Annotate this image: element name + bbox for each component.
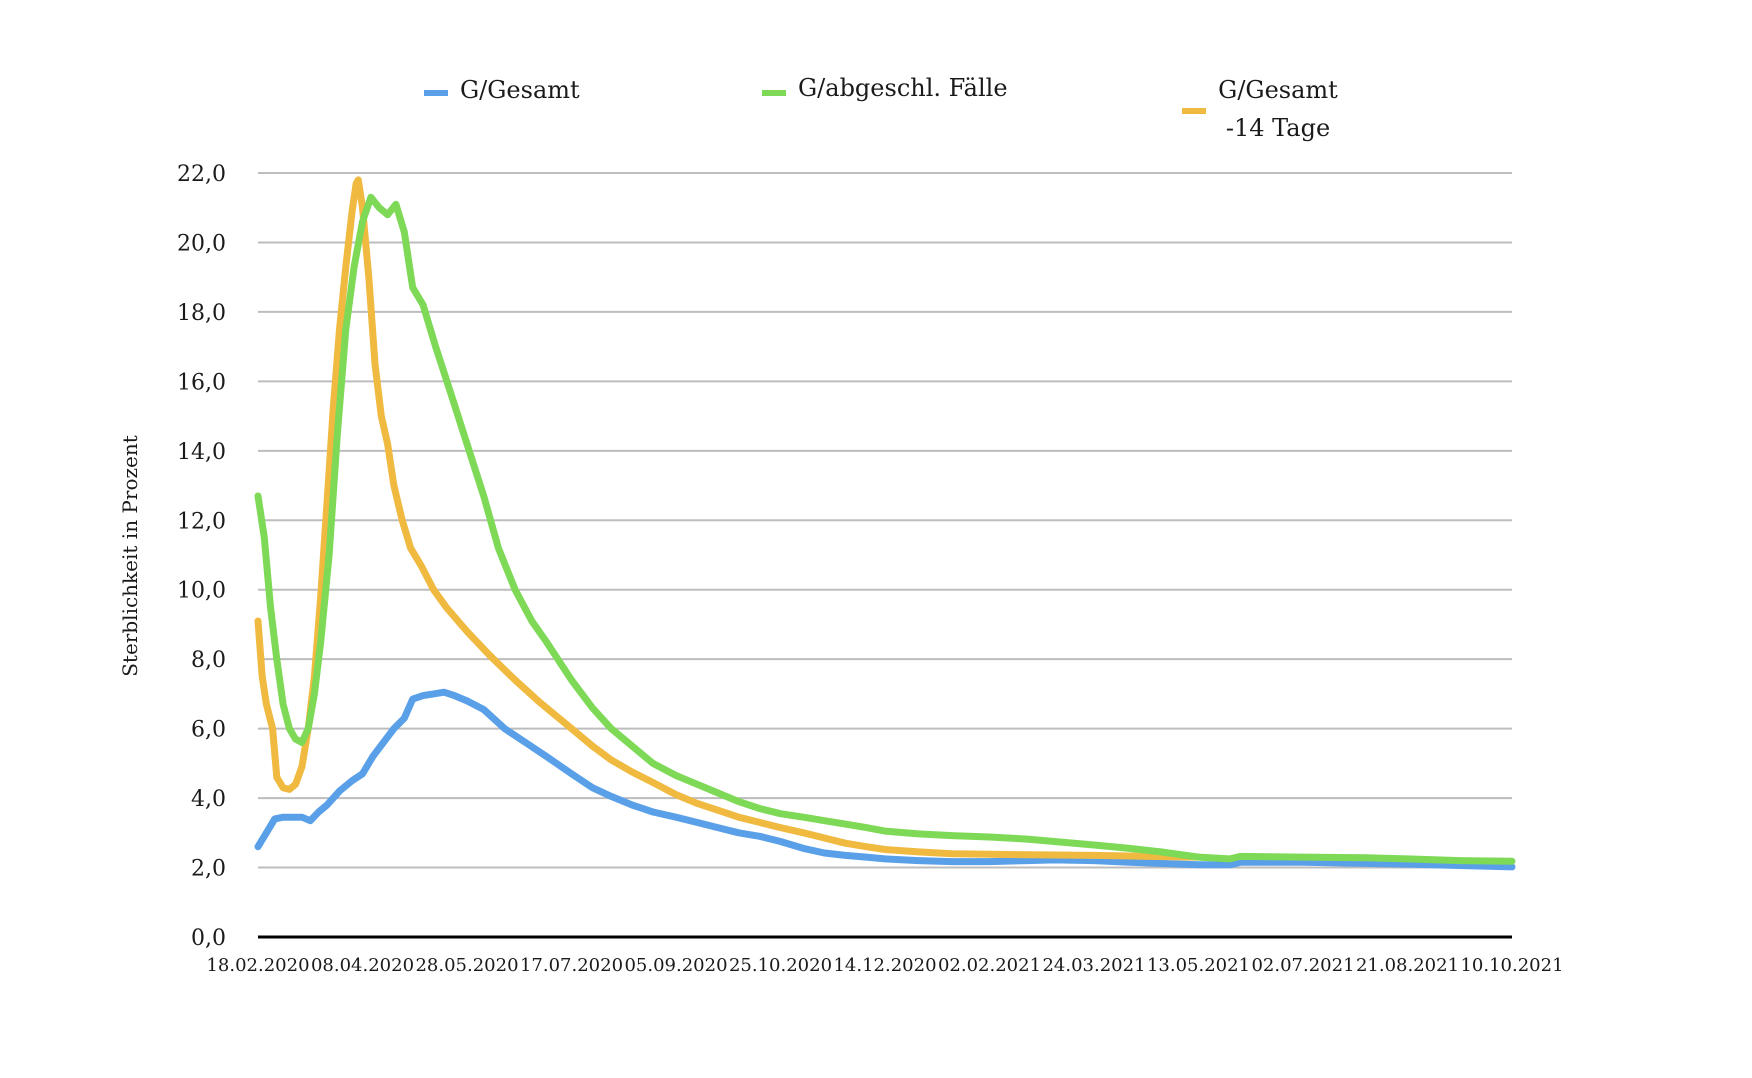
y-tick-label: 12,0 — [177, 509, 226, 534]
x-tick-label: 25.10.2020 — [729, 955, 832, 976]
y-tick-label: 0,0 — [191, 926, 226, 951]
x-tick-label: 21.08.2021 — [1356, 955, 1459, 976]
y-axis-title: Sterblichkeit in Prozent — [118, 435, 142, 677]
y-tick-label: 20,0 — [177, 231, 226, 256]
x-tick-label: 10.10.2021 — [1460, 955, 1563, 976]
x-tick-label: 02.07.2021 — [1251, 955, 1354, 976]
series-line-2 — [254, 193, 1516, 865]
series-line-3 — [254, 176, 1202, 861]
x-tick-label: 17.07.2020 — [520, 955, 623, 976]
axes: Sterblichkeit in Prozent 0,0 2,0 4,0 6,0 8,0… — [118, 162, 1564, 976]
y-tick-label: 8,0 — [191, 648, 226, 673]
x-tick-label: 05.09.2020 — [624, 955, 727, 976]
y-tick-label: 6,0 — [191, 718, 226, 743]
x-tick-label: 28.05.2020 — [415, 955, 518, 976]
legend-label: -14 Tage — [1226, 114, 1330, 142]
legend-label: G/abgeschl. Fälle — [798, 74, 1008, 102]
y-tick-label: 10,0 — [177, 579, 226, 604]
x-tick-label: 02.02.2021 — [938, 955, 1041, 976]
series-line-1 — [254, 688, 1516, 871]
y-tick-label: 18,0 — [177, 301, 226, 326]
legend-label: G/Gesamt — [1218, 76, 1338, 104]
legend: G/Gesamt G/abgeschl. Fälle G/Gesamt -14 Tag… — [424, 74, 1338, 142]
y-tick-label: 16,0 — [177, 370, 226, 395]
x-tick-label: 24.03.2021 — [1042, 955, 1145, 976]
x-tick-label: 18.02.2020 — [206, 955, 309, 976]
y-tick-label: 4,0 — [191, 787, 226, 812]
y-tick-label: 2,0 — [191, 857, 226, 882]
x-tick-label: 13.05.2021 — [1147, 955, 1250, 976]
legend-label: G/Gesamt — [460, 76, 580, 104]
y-tick-label: 14,0 — [177, 440, 226, 465]
x-tick-label: 14.12.2020 — [833, 955, 936, 976]
grid-lines — [258, 172, 1512, 869]
x-tick-label: 08.04.2020 — [311, 955, 414, 976]
y-tick-label: 22,0 — [177, 162, 226, 187]
series — [254, 176, 1516, 871]
